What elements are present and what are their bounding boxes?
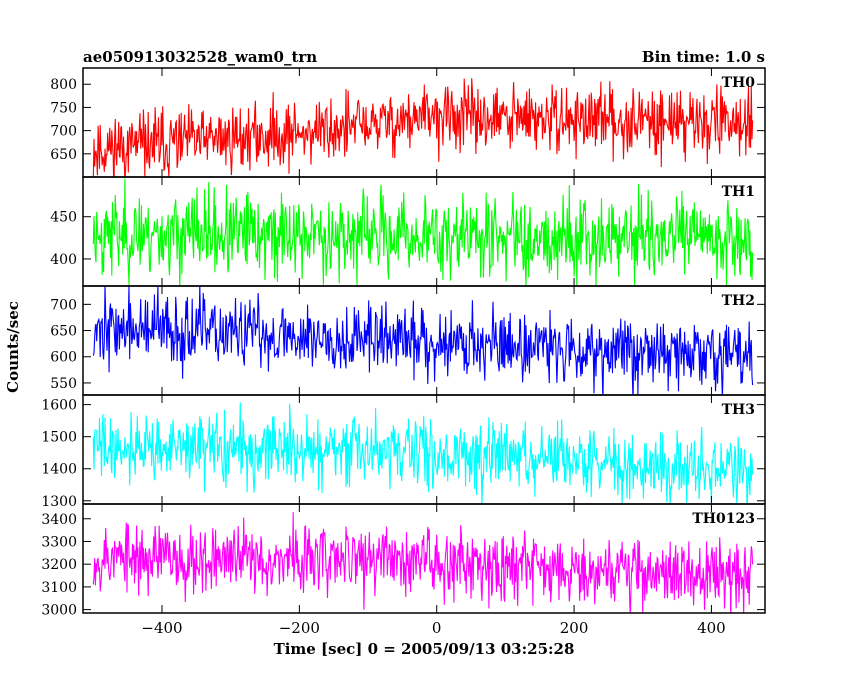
y-tick-label: 3300	[41, 534, 77, 550]
panel-label-th0123: TH0123	[692, 511, 755, 527]
y-tick-label: 1500	[41, 430, 77, 446]
y-tick-label: 700	[50, 124, 77, 140]
x-axis: −400 −200 0 200 400	[141, 619, 725, 637]
series-line-th2	[92, 286, 754, 395]
bin-time-label: Bin time: 1.0 s	[642, 48, 765, 66]
panel-label-th3: TH3	[722, 402, 755, 418]
chart-title: ae050913032528_wam0_trn	[83, 48, 317, 66]
y-tick-label: 1400	[41, 462, 77, 478]
y-tick-label: 650	[50, 147, 77, 163]
panel-th2: 550 600 650 700 TH2	[50, 285, 766, 396]
series-line-th0123	[92, 512, 754, 613]
panel-th0123: 3000 3100 3200 3300 3400 TH0123	[41, 503, 766, 619]
y-tick-label: 1600	[41, 398, 77, 414]
y-tick-label: 1300	[41, 494, 77, 510]
panel-frame	[82, 503, 766, 614]
series-line-th0	[92, 78, 754, 177]
y-tick-label: 3200	[41, 557, 77, 573]
x-tick-label: 400	[697, 619, 726, 637]
y-tick-label: 3400	[41, 512, 77, 528]
series-line-th3	[92, 402, 754, 504]
y-tick-label: 750	[50, 100, 77, 116]
x-tick-label: 0	[432, 619, 442, 637]
panels-group: 650 700 750 800 TH0 400 450 TH1 550 600 650 700 TH2 1…	[41, 67, 766, 619]
y-tick-label: 650	[50, 324, 77, 340]
y-tick-label: 3000	[41, 603, 77, 619]
series-line-th1	[92, 178, 754, 286]
y-tick-label: 800	[50, 77, 77, 93]
panel-label-th0: TH0	[722, 75, 756, 91]
y-axis-label: Counts/sec	[4, 301, 22, 393]
panel-th0: 650 700 750 800 TH0	[50, 67, 766, 178]
x-tick-label: 200	[560, 619, 589, 637]
panel-th3: 1300 1400 1500 1600 TH3	[41, 394, 766, 510]
panel-label-th1: TH1	[722, 184, 755, 200]
y-tick-label: 600	[50, 350, 77, 366]
y-tick-label: 450	[50, 210, 77, 226]
y-tick-label: 550	[50, 376, 77, 392]
y-tick-label: 3100	[41, 580, 77, 596]
x-tick-label: −200	[279, 619, 320, 637]
y-tick-label: 700	[50, 297, 77, 313]
panel-th1: 400 450 TH1	[50, 176, 766, 287]
panel-label-th2: TH2	[722, 293, 755, 309]
y-tick-label: 400	[50, 252, 77, 268]
x-axis-label: Time [sec] 0 = 2005/09/13 03:25:28	[274, 640, 575, 658]
x-tick-label: −400	[141, 619, 182, 637]
